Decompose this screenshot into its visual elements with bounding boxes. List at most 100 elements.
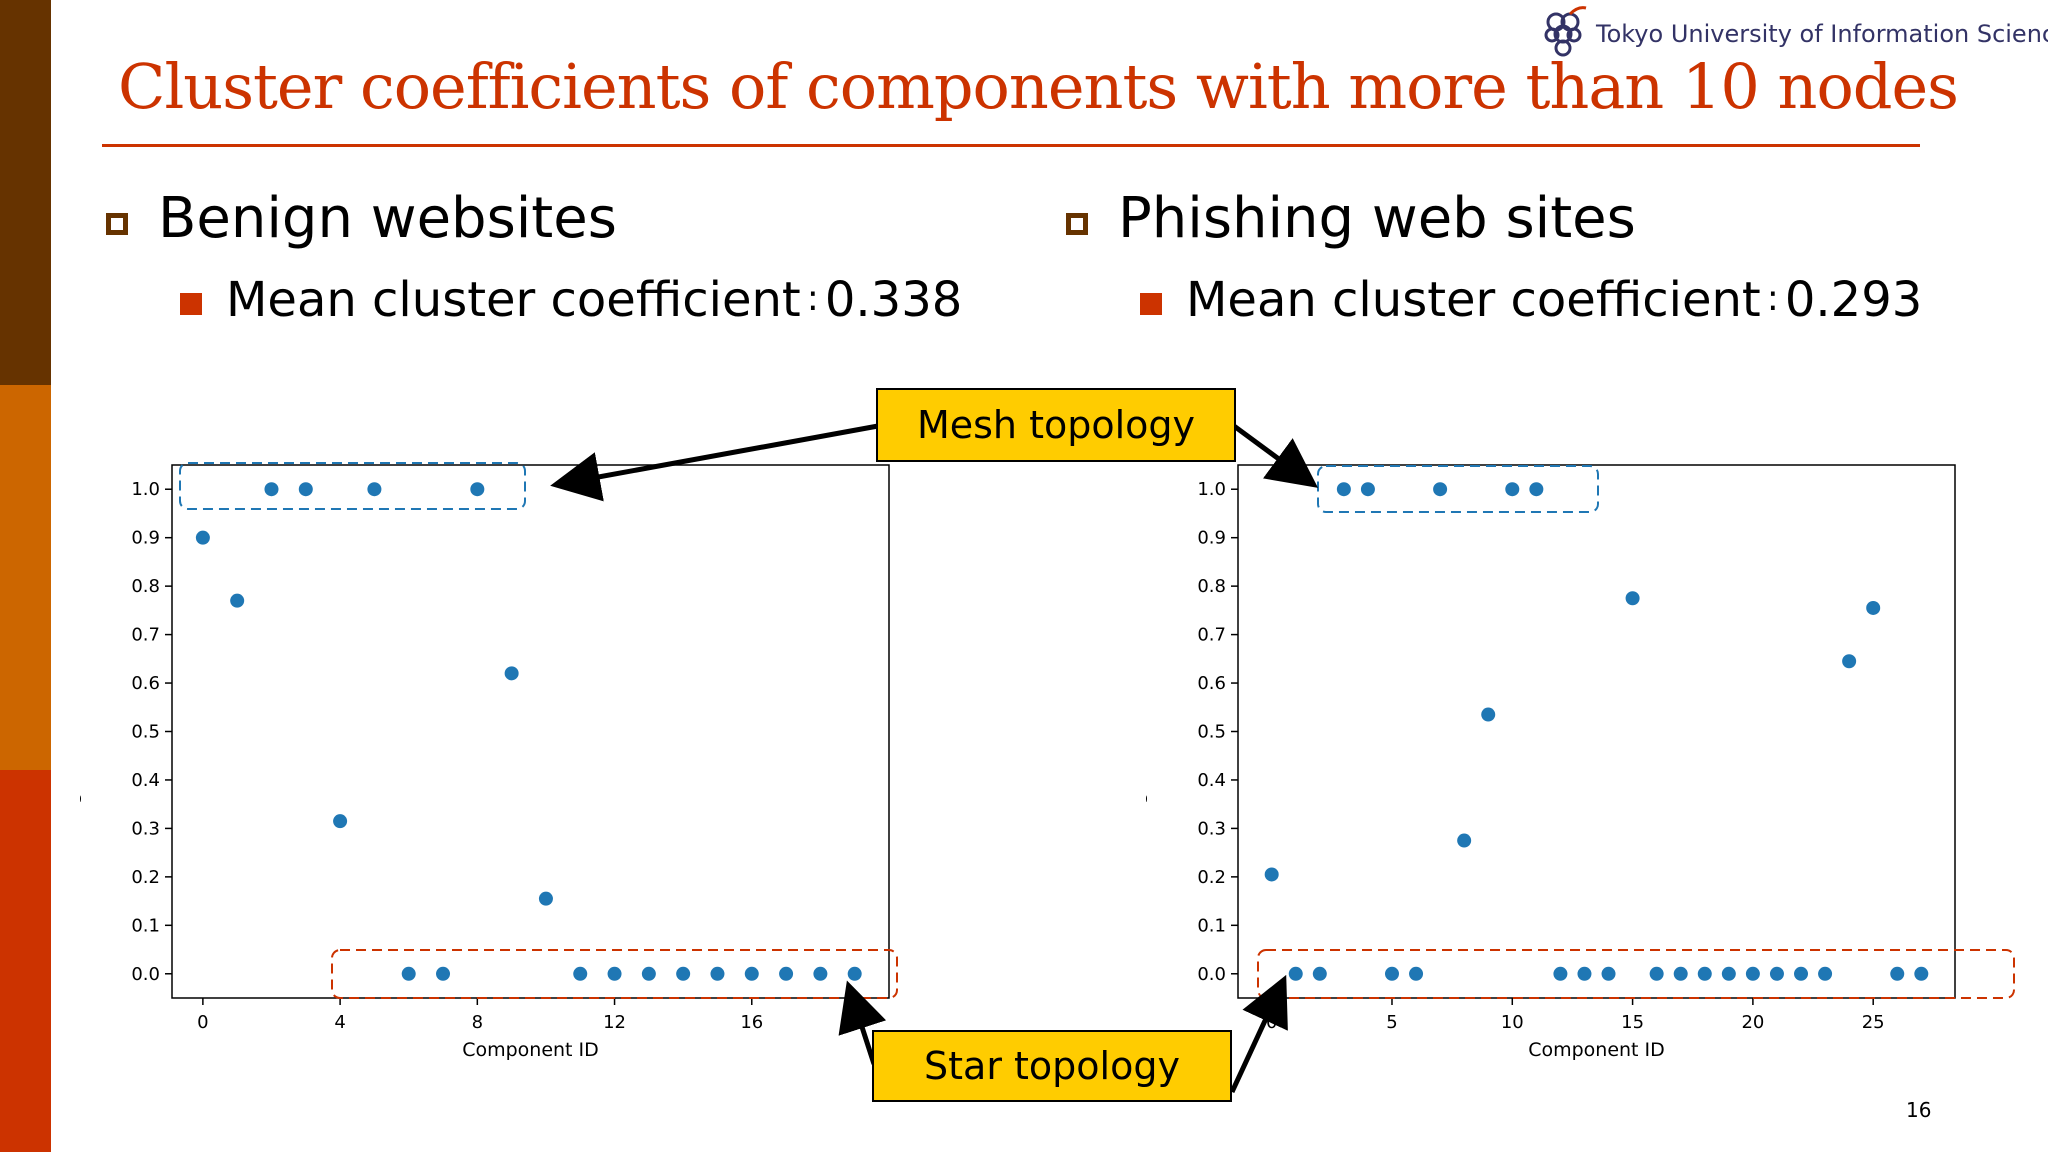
phishing-scatter-chart: 0.00.10.20.30.40.50.60.70.80.91.00 5 10 15 2… bbox=[1146, 464, 1956, 1061]
benign-heading: Benign websites bbox=[158, 186, 617, 251]
benign-data-point bbox=[298, 482, 313, 497]
benign-data-point bbox=[744, 966, 759, 981]
phishing-xtick-label: 20 bbox=[1741, 1012, 1764, 1033]
phishing-data-point bbox=[1433, 482, 1448, 497]
slide-title: Cluster coefficients of components with … bbox=[118, 50, 1959, 123]
star-arrow-right bbox=[1229, 974, 1288, 1094]
star-box-right bbox=[1257, 949, 2015, 999]
phishing-ytick-label: 0.9 bbox=[1197, 528, 1226, 549]
benign-data-point bbox=[676, 966, 691, 981]
phishing-mean-line: Mean cluster coefficient:0.293 bbox=[1186, 272, 1922, 328]
benign-data-point bbox=[779, 966, 794, 981]
phishing-data-point bbox=[1312, 966, 1327, 981]
phishing-data-point bbox=[1673, 966, 1688, 981]
benign-scatter-chart: 0.0 0.1 0.2 0.3 0.4 0.5 0.6 0.7 0.8 0.9 1.0 0 4 8 12 16… bbox=[80, 464, 890, 1061]
mesh-topology-callout: Mesh topology bbox=[876, 388, 1236, 462]
phishing-mean-label: Mean cluster coefficient bbox=[1186, 272, 1761, 328]
phishing-data-point bbox=[1409, 966, 1424, 981]
side-strip-red bbox=[0, 770, 51, 1152]
side-strip-orange bbox=[0, 385, 51, 770]
phishing-heading: Phishing web sites bbox=[1118, 186, 1636, 251]
university-logo: Tokyo University of Information Sciences bbox=[1540, 4, 2048, 64]
phishing-y-axis-label: Average cluster coefficient bbox=[1146, 605, 1148, 859]
benign-data-point bbox=[230, 593, 245, 608]
benign-xtick-label: 8 bbox=[472, 1012, 483, 1033]
benign-ytick-label: 0.1 bbox=[131, 915, 160, 936]
phishing-xtick-label: 25 bbox=[1862, 1012, 1885, 1033]
benign-mean-line: Mean cluster coefficient:0.338 bbox=[226, 272, 962, 328]
mesh-box-left bbox=[179, 462, 526, 510]
benign-data-point bbox=[847, 966, 862, 981]
phishing-ytick-label: 0.5 bbox=[1197, 722, 1226, 743]
phishing-data-point bbox=[1721, 966, 1736, 981]
benign-data-point bbox=[470, 482, 485, 497]
phishing-data-point bbox=[1890, 966, 1905, 981]
phishing-data-point bbox=[1601, 966, 1616, 981]
square-bullet-icon bbox=[1140, 293, 1162, 315]
mesh-arrow-right bbox=[1232, 423, 1319, 488]
phishing-data-point bbox=[1794, 966, 1809, 981]
benign-xtick-label: 12 bbox=[603, 1012, 626, 1033]
benign-ytick-label: 0.7 bbox=[131, 625, 160, 646]
phishing-data-point bbox=[1842, 654, 1857, 669]
phishing-data-point bbox=[1336, 482, 1351, 497]
phishing-ytick-label: 0.6 bbox=[1197, 673, 1226, 694]
phishing-ytick-label: 0.1 bbox=[1197, 915, 1226, 936]
phishing-data-point bbox=[1553, 966, 1568, 981]
benign-data-point bbox=[607, 966, 622, 981]
benign-data-point bbox=[641, 966, 656, 981]
phishing-data-point bbox=[1745, 966, 1760, 981]
benign-data-point bbox=[504, 666, 519, 681]
benign-ytick-label: 0.2 bbox=[131, 867, 160, 888]
benign-ytick-label: 0.8 bbox=[131, 576, 160, 597]
phishing-data-point bbox=[1818, 966, 1833, 981]
benign-mean-label: Mean cluster coefficient bbox=[226, 272, 801, 328]
benign-data-point bbox=[436, 966, 451, 981]
phishing-ytick-label: 0.3 bbox=[1197, 818, 1226, 839]
benign-data-point bbox=[710, 966, 725, 981]
phishing-xtick-label: 15 bbox=[1621, 1012, 1644, 1033]
phishing-ytick-label: 0.8 bbox=[1197, 576, 1226, 597]
benign-xtick-label: 4 bbox=[334, 1012, 345, 1033]
phishing-data-point bbox=[1288, 966, 1303, 981]
benign-data-point bbox=[195, 530, 210, 545]
box-bullet-icon bbox=[1066, 213, 1088, 235]
phishing-data-point bbox=[1697, 966, 1712, 981]
benign-data-point bbox=[264, 482, 279, 497]
phishing-data-point bbox=[1529, 482, 1544, 497]
phishing-ytick-label: 0.4 bbox=[1197, 770, 1226, 791]
star-topology-callout: Star topology bbox=[872, 1030, 1232, 1102]
benign-data-point bbox=[367, 482, 382, 497]
phishing-data-point bbox=[1866, 600, 1881, 615]
phishing-data-point bbox=[1649, 966, 1664, 981]
phishing-ytick-label: 0.7 bbox=[1197, 625, 1226, 646]
benign-ytick-label: 0.9 bbox=[131, 528, 160, 549]
benign-x-axis-label: Component ID bbox=[462, 1039, 599, 1061]
phishing-data-point bbox=[1914, 966, 1929, 981]
star-arrow-left bbox=[838, 980, 887, 1065]
benign-xtick-label: 16 bbox=[740, 1012, 763, 1033]
benign-data-point bbox=[401, 966, 416, 981]
grape-logo-icon bbox=[1544, 6, 1587, 57]
mesh-arrow-left bbox=[550, 423, 879, 502]
benign-ytick-label: 1.0 bbox=[131, 479, 160, 500]
phishing-data-point bbox=[1457, 833, 1472, 848]
benign-y-axis-label: Average cluster coefficient bbox=[80, 605, 82, 859]
phishing-data-point bbox=[1769, 966, 1784, 981]
benign-xtick-label: 0 bbox=[197, 1012, 208, 1033]
phishing-data-point bbox=[1505, 482, 1520, 497]
phishing-mean-value: 0.293 bbox=[1784, 272, 1923, 328]
phishing-data-point bbox=[1625, 591, 1640, 606]
page-number: 16 bbox=[1906, 1098, 1932, 1122]
benign-mean-sep: : bbox=[806, 278, 819, 319]
star-box-left bbox=[331, 949, 898, 999]
phishing-mean-sep: : bbox=[1766, 278, 1779, 319]
phishing-data-point bbox=[1577, 966, 1592, 981]
phishing-data-point bbox=[1264, 867, 1279, 882]
phishing-ytick-label: 0.0 bbox=[1197, 964, 1226, 985]
university-name: Tokyo University of Information Sciences bbox=[1596, 20, 2048, 48]
phishing-xtick-label: 10 bbox=[1501, 1012, 1524, 1033]
side-strip-brown bbox=[0, 0, 51, 385]
square-bullet-icon bbox=[180, 293, 202, 315]
